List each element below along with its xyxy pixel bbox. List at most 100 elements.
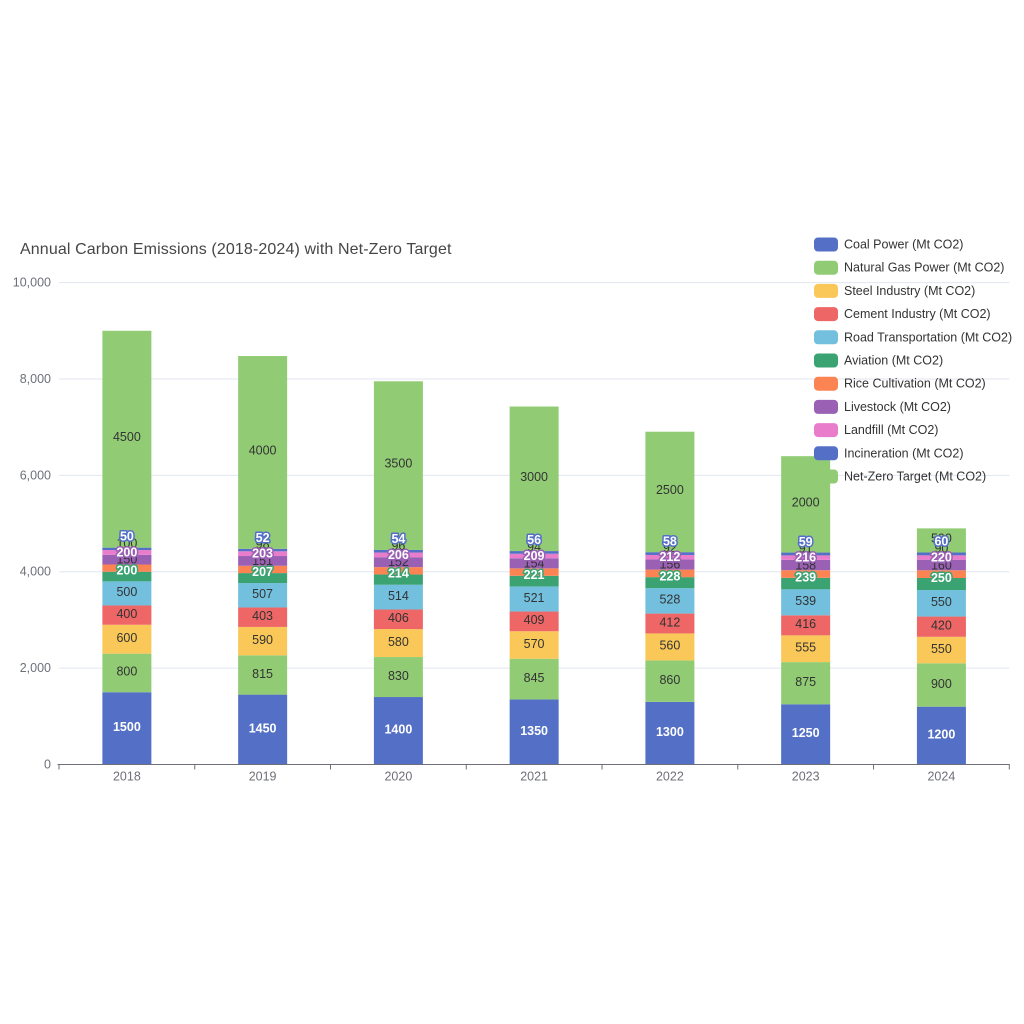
svg-text:590: 590 <box>252 633 273 647</box>
svg-text:200: 200 <box>116 545 137 559</box>
svg-text:4,000: 4,000 <box>20 565 51 579</box>
svg-text:Steel Industry (Mt CO2): Steel Industry (Mt CO2) <box>844 284 975 298</box>
svg-text:580: 580 <box>388 635 409 649</box>
svg-text:92: 92 <box>663 541 677 555</box>
svg-text:900: 900 <box>931 677 952 691</box>
svg-text:845: 845 <box>524 671 545 685</box>
svg-text:Annual Carbon Emissions (2018-: Annual Carbon Emissions (2018-2024) with… <box>20 241 452 258</box>
svg-text:Natural Gas Power (Mt CO2): Natural Gas Power (Mt CO2) <box>844 261 1004 275</box>
svg-text:228: 228 <box>659 570 680 584</box>
svg-text:Rice Cultivation (Mt CO2): Rice Cultivation (Mt CO2) <box>844 377 986 391</box>
svg-text:560: 560 <box>659 639 680 653</box>
svg-text:1250: 1250 <box>792 726 820 740</box>
svg-text:Aviation (Mt CO2): Aviation (Mt CO2) <box>844 354 943 368</box>
svg-text:Livestock (Mt CO2): Livestock (Mt CO2) <box>844 400 951 414</box>
svg-text:Net-Zero Target (Mt CO2): Net-Zero Target (Mt CO2) <box>844 470 986 484</box>
svg-text:528: 528 <box>659 593 680 607</box>
svg-text:830: 830 <box>388 669 409 683</box>
svg-text:2500: 2500 <box>656 483 684 497</box>
svg-text:154: 154 <box>524 556 545 570</box>
svg-text:221: 221 <box>524 568 545 582</box>
svg-text:10,000: 10,000 <box>13 276 51 290</box>
svg-text:56: 56 <box>527 533 541 547</box>
svg-text:420: 420 <box>931 619 952 633</box>
svg-text:2019: 2019 <box>249 770 277 784</box>
svg-text:2024: 2024 <box>927 770 955 784</box>
svg-text:2000: 2000 <box>792 495 820 509</box>
svg-text:250: 250 <box>931 571 952 585</box>
svg-text:94: 94 <box>527 540 541 554</box>
svg-text:60: 60 <box>934 535 948 549</box>
svg-text:8,000: 8,000 <box>20 372 51 386</box>
svg-text:96: 96 <box>391 539 405 553</box>
svg-text:550: 550 <box>931 642 952 656</box>
svg-text:815: 815 <box>252 667 273 681</box>
svg-text:412: 412 <box>659 615 680 629</box>
svg-text:521: 521 <box>524 591 545 605</box>
svg-text:151: 151 <box>252 554 273 568</box>
svg-text:1300: 1300 <box>656 725 684 739</box>
svg-text:212: 212 <box>659 550 680 564</box>
svg-text:90: 90 <box>934 542 948 556</box>
svg-text:152: 152 <box>388 555 409 569</box>
svg-text:2021: 2021 <box>520 770 548 784</box>
svg-text:1450: 1450 <box>249 721 277 735</box>
svg-text:52: 52 <box>256 531 270 545</box>
svg-text:98: 98 <box>256 538 270 552</box>
svg-text:Road Transportation (Mt CO2): Road Transportation (Mt CO2) <box>844 330 1012 344</box>
svg-text:Incineration (Mt CO2): Incineration (Mt CO2) <box>844 446 963 460</box>
svg-text:406: 406 <box>388 611 409 625</box>
svg-text:860: 860 <box>659 673 680 687</box>
svg-text:0: 0 <box>44 758 51 772</box>
svg-text:3500: 3500 <box>384 457 412 471</box>
svg-text:2020: 2020 <box>384 770 412 784</box>
svg-text:209: 209 <box>524 549 545 563</box>
svg-text:2022: 2022 <box>656 770 684 784</box>
svg-text:58: 58 <box>663 534 677 548</box>
svg-text:220: 220 <box>931 551 952 565</box>
svg-text:555: 555 <box>795 641 816 655</box>
svg-text:500: 500 <box>931 531 952 545</box>
svg-text:206: 206 <box>388 548 409 562</box>
svg-text:Cement Industry (Mt CO2): Cement Industry (Mt CO2) <box>844 307 991 321</box>
svg-text:50: 50 <box>120 530 134 544</box>
svg-text:507: 507 <box>252 587 273 601</box>
svg-text:2023: 2023 <box>792 770 820 784</box>
svg-text:203: 203 <box>252 547 273 561</box>
svg-text:403: 403 <box>252 609 273 623</box>
svg-text:59: 59 <box>799 535 813 549</box>
svg-text:539: 539 <box>795 594 816 608</box>
svg-text:216: 216 <box>795 551 816 565</box>
svg-text:Landfill (Mt CO2): Landfill (Mt CO2) <box>844 423 938 437</box>
svg-text:400: 400 <box>116 607 137 621</box>
svg-text:514: 514 <box>388 589 409 603</box>
svg-text:1200: 1200 <box>927 727 955 741</box>
svg-text:875: 875 <box>795 675 816 689</box>
svg-text:500: 500 <box>116 585 137 599</box>
svg-text:100: 100 <box>116 537 137 551</box>
svg-text:150: 150 <box>116 552 137 566</box>
svg-text:200: 200 <box>116 564 137 578</box>
svg-text:416: 416 <box>795 617 816 631</box>
svg-text:54: 54 <box>391 532 405 546</box>
svg-text:1500: 1500 <box>113 720 141 734</box>
svg-text:Coal Power (Mt CO2): Coal Power (Mt CO2) <box>844 238 963 252</box>
svg-text:207: 207 <box>252 565 273 579</box>
svg-text:91: 91 <box>799 542 813 556</box>
svg-text:1400: 1400 <box>384 723 412 737</box>
svg-text:4000: 4000 <box>249 443 277 457</box>
svg-text:570: 570 <box>524 637 545 651</box>
svg-text:214: 214 <box>388 567 409 581</box>
svg-text:4500: 4500 <box>113 430 141 444</box>
svg-text:3000: 3000 <box>520 470 548 484</box>
svg-text:2018: 2018 <box>113 770 141 784</box>
svg-text:1350: 1350 <box>520 724 548 738</box>
svg-text:550: 550 <box>931 595 952 609</box>
svg-text:158: 158 <box>795 558 816 572</box>
svg-text:160: 160 <box>931 558 952 572</box>
svg-text:239: 239 <box>795 571 816 585</box>
svg-text:6,000: 6,000 <box>20 468 51 482</box>
svg-text:156: 156 <box>659 558 680 572</box>
svg-text:2,000: 2,000 <box>20 661 51 675</box>
svg-text:800: 800 <box>116 665 137 679</box>
